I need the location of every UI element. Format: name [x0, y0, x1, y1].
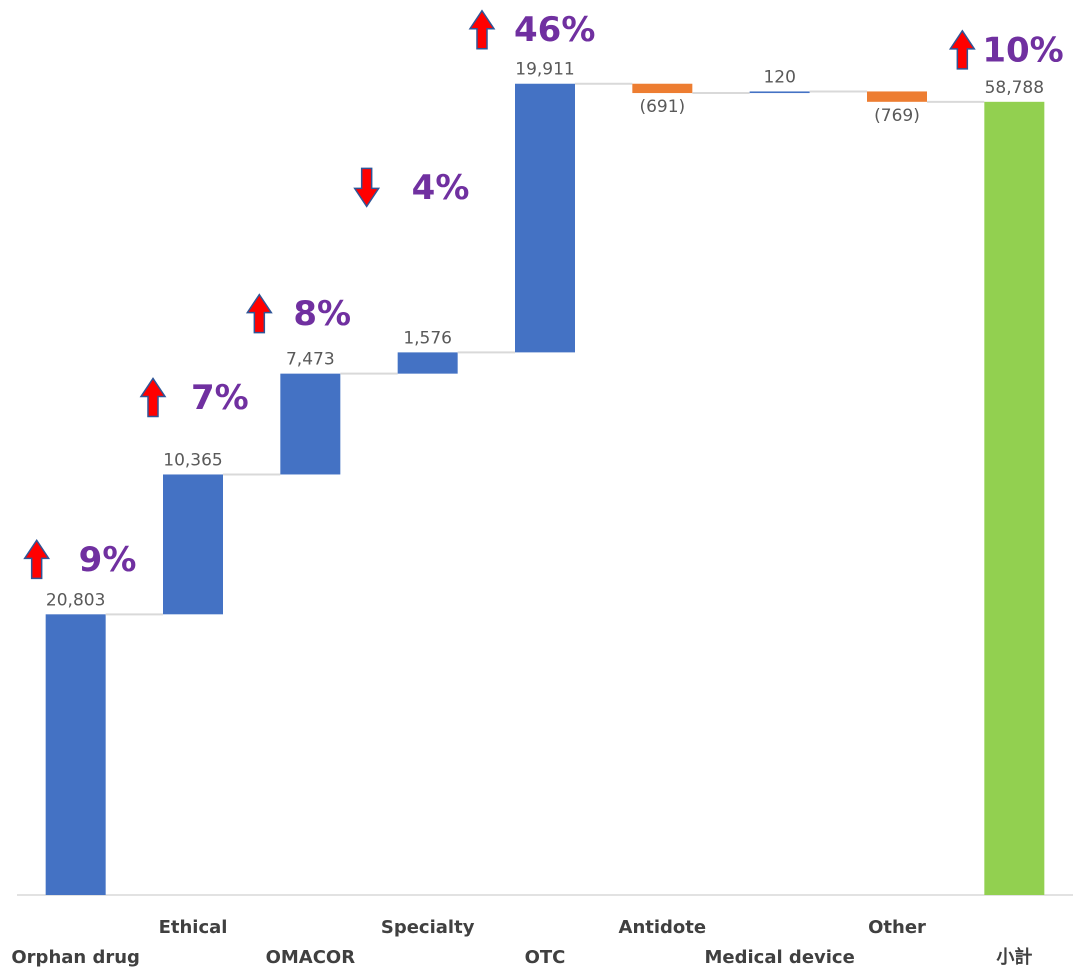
- bar: [397, 352, 458, 374]
- growth-label: 46%: [514, 10, 595, 50]
- x-tick-label: Medical device: [705, 947, 855, 968]
- value-label: (691): [639, 97, 685, 117]
- bar: [632, 83, 693, 94]
- growth-arrow: [353, 167, 381, 208]
- x-tick-label: Other: [868, 917, 926, 938]
- growth-label: 7%: [191, 378, 249, 418]
- x-tick-label: 小計: [996, 946, 1032, 968]
- x-tick-label: OTC: [525, 947, 566, 968]
- bar: [45, 614, 106, 895]
- x-tick-label: Specialty: [381, 917, 475, 938]
- bar: [749, 91, 810, 94]
- growth-label: 9%: [79, 540, 137, 580]
- growth-label: 8%: [293, 294, 351, 334]
- bar: [280, 373, 341, 475]
- growth-label: 4%: [412, 168, 470, 208]
- value-label: 58,788: [985, 78, 1044, 98]
- growth-arrow: [468, 9, 496, 50]
- bar: [984, 101, 1045, 896]
- growth-arrow: [23, 538, 51, 580]
- x-tick-label: Ethical: [159, 917, 228, 938]
- value-label: 1,576: [403, 328, 452, 348]
- value-label: 20,803: [46, 590, 105, 610]
- x-tick-label: Antidote: [619, 917, 707, 938]
- bar: [867, 91, 927, 102]
- bar: [163, 474, 223, 615]
- growth-label: 10%: [982, 30, 1063, 70]
- value-label: 120: [763, 67, 795, 87]
- bar: [515, 83, 575, 353]
- growth-arrow: [948, 29, 976, 70]
- growth-arrow: [245, 293, 273, 334]
- value-label: 19,911: [515, 60, 574, 80]
- x-tick-label: OMACOR: [266, 947, 356, 968]
- value-label: (769): [874, 106, 920, 126]
- x-tick-label: Orphan drug: [11, 947, 140, 968]
- value-label: 7,473: [286, 350, 335, 370]
- value-label: 10,365: [163, 450, 222, 470]
- growth-arrow: [139, 377, 167, 418]
